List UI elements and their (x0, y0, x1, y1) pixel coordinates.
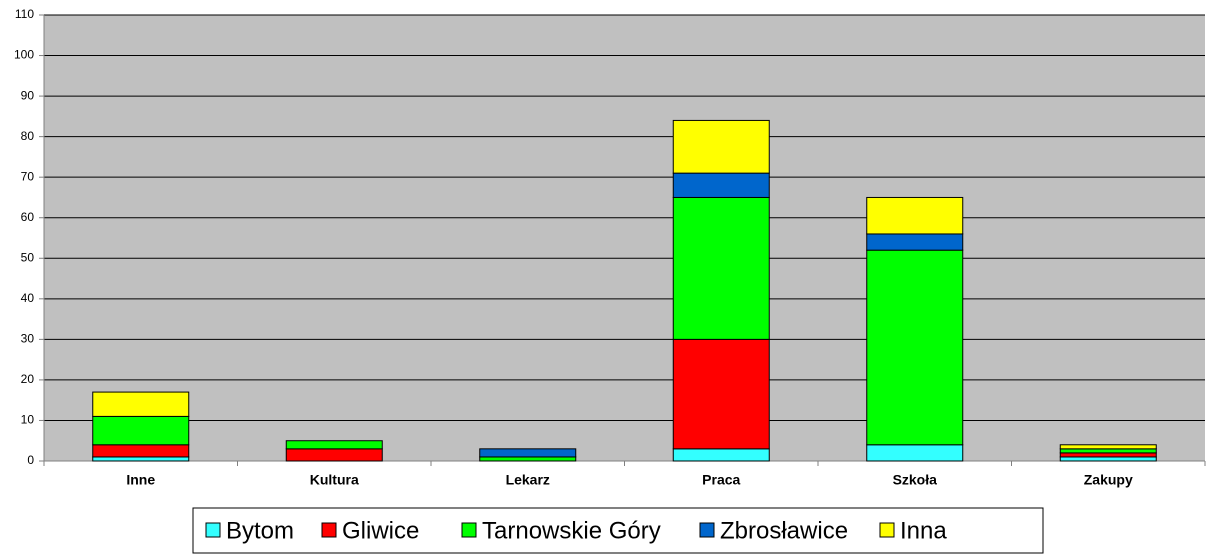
bar-segment (1059, 444, 1157, 450)
bar-segment (479, 456, 577, 462)
y-tick-label: 100 (14, 48, 34, 62)
bar-segment (92, 444, 190, 458)
x-tick-label: Zakupy (1084, 472, 1133, 488)
bar-segment (672, 196, 770, 340)
bar-segment (1059, 456, 1157, 462)
y-tick-label: 110 (15, 7, 34, 21)
legend-swatch (879, 522, 895, 538)
legend-label: Inna (900, 517, 947, 544)
bar-segment (92, 456, 190, 462)
legend-swatch (461, 522, 477, 538)
bar-segment (479, 448, 577, 458)
x-tick-label: Kultura (310, 472, 359, 488)
legend-label: Gliwice (342, 517, 419, 544)
bar-segment (866, 249, 964, 446)
bar-segment (672, 119, 770, 174)
y-tick-label: 60 (21, 210, 35, 224)
bar-segment (672, 172, 770, 198)
bar-segment (1059, 448, 1157, 454)
y-tick-label: 40 (21, 291, 35, 305)
legend-label: Zbrosławice (720, 517, 848, 544)
bar-segment (866, 233, 964, 251)
x-tick-label: Inne (126, 472, 155, 488)
y-tick-label: 30 (21, 332, 35, 346)
bar-segment (285, 440, 383, 450)
y-tick-label: 50 (21, 250, 35, 264)
bar-segment (866, 444, 964, 462)
y-tick-label: 70 (21, 169, 35, 183)
bar-segment (672, 338, 770, 450)
x-tick-label: Lekarz (506, 472, 550, 488)
bar-segment (1059, 452, 1157, 458)
x-tick-label: Praca (702, 472, 740, 488)
bar-segment (672, 448, 770, 462)
x-tick-label: Szkoła (893, 472, 938, 488)
legend-swatch (321, 522, 337, 538)
bar-segment (92, 415, 190, 446)
legend-label: Tarnowskie Góry (482, 517, 661, 544)
y-tick-label: 80 (21, 129, 35, 143)
y-tick-label: 0 (27, 453, 34, 467)
legend-swatch (205, 522, 221, 538)
y-tick-label: 90 (21, 88, 35, 102)
bar-segment (285, 448, 383, 462)
legend-swatch (699, 522, 715, 538)
y-tick-label: 20 (21, 372, 35, 386)
plot-area (44, 15, 1205, 461)
bar-segment (866, 196, 964, 235)
legend-label: Bytom (226, 517, 294, 544)
bar-segment (92, 391, 190, 417)
y-tick-label: 10 (21, 413, 35, 427)
